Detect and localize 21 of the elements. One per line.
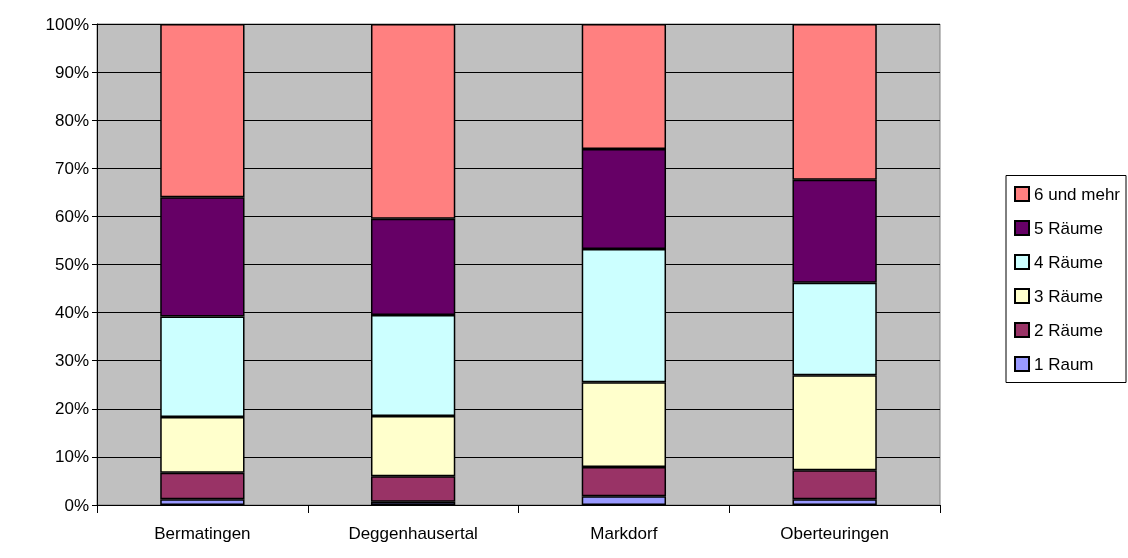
y-tick-label: 70% [54, 158, 89, 178]
legend-label: 4 Räume [1034, 252, 1103, 272]
y-tick-label: 40% [54, 303, 89, 323]
y-tick-label: 100% [45, 14, 89, 34]
x-tick-label: Deggenhausertal [348, 524, 478, 543]
x-tick-label: Oberteuringen [780, 524, 889, 543]
y-tick-label: 60% [54, 206, 89, 226]
legend-label: 3 Räume [1034, 286, 1103, 306]
y-tick-label: 0% [64, 495, 89, 515]
y-tick-label: 20% [54, 399, 89, 419]
x-tick-label: Markdorf [590, 524, 658, 543]
legend-label: 5 Räume [1034, 218, 1103, 238]
y-tick-label: 10% [54, 447, 89, 467]
legend-label: 1 Raum [1034, 354, 1094, 374]
legend-label: 2 Räume [1034, 320, 1103, 340]
y-tick-label: 90% [54, 62, 89, 82]
legend-label: 6 und mehr [1034, 184, 1121, 204]
y-tick-label: 50% [54, 255, 89, 274]
y-tick-label: 80% [54, 110, 89, 130]
x-tick-label: Bermatingen [154, 524, 251, 543]
y-tick-label: 30% [54, 351, 89, 371]
